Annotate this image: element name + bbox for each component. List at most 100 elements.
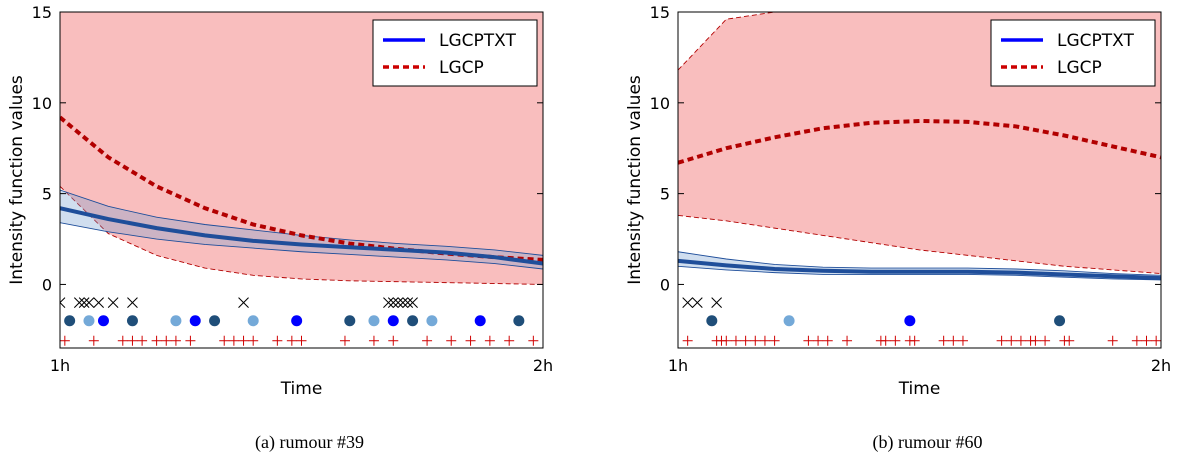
event-x-mark [691,297,703,308]
series-line-lgcptxt [60,206,543,266]
event-plus-mark [740,335,751,346]
y-tick-label: 10 [650,94,670,113]
legend-label-lgcptxt: LGCPTXT [1057,31,1134,51]
event-plus-mark [422,335,433,346]
event-dot [97,315,109,327]
x-tick-label: 1h [668,356,688,375]
event-dot [706,315,718,327]
event-plus-mark [1107,335,1118,346]
event-dot [126,315,138,327]
event-dot [64,315,76,327]
event-dot [387,315,399,327]
event-plus-mark [1030,335,1041,346]
x-tick-label: 2h [1151,356,1171,375]
event-x-mark [397,297,409,308]
event-plus-mark [1064,335,1075,346]
event-dot [1054,315,1066,327]
event-dot [513,315,525,327]
event-plus-mark [484,335,495,346]
event-plus-mark [272,335,283,346]
event-plus-mark [286,335,297,346]
event-plus-mark [368,335,379,346]
event-plus-mark [1151,335,1161,346]
event-plus-mark [909,335,920,346]
event-plus-mark [339,335,350,346]
legend-label-lgcp: LGCP [1057,58,1102,78]
band-lower-edge-lgcptxt [60,222,543,270]
event-dot [247,315,259,327]
event-plus-mark [842,335,853,346]
x-axis-label: Time [898,379,941,399]
event-plus-mark [721,335,732,346]
event-plus-mark [957,335,968,346]
event-x-mark [711,297,722,308]
event-plus-mark [1006,335,1017,346]
legend-box [990,19,1156,87]
event-plus-mark [1040,335,1051,346]
band-lower-edge-lgcp [60,186,543,285]
event-plus-mark [60,335,70,346]
y-tick-label: 10 [32,94,52,113]
event-plus-mark [127,335,138,346]
legend-box [372,19,538,87]
event-dot [291,315,303,327]
event-dot [426,315,438,327]
series-line-lgcptxt [678,258,1161,281]
event-dot [209,315,221,327]
axes-frame [677,11,1162,349]
band-lower-edge-lgcptxt [678,265,1161,281]
event-plus-mark [948,335,959,346]
band-lower-edge-lgcp [678,214,1161,274]
event-plus-mark [465,335,476,346]
event-plus-mark [769,335,780,346]
event-x-mark [107,297,119,308]
x-tick-label: 2h [533,356,553,375]
legend-label-lgcp: LGCP [439,58,484,78]
event-x-mark [387,297,399,308]
event-x-mark [383,297,394,308]
chart-panel-rumour-39: 0 5 10 15 1h 2h Time Intensity function values L… [7,3,553,453]
event-x-mark [78,297,90,308]
event-plus-mark [238,335,249,346]
event-dot [904,315,916,327]
x-axis-label: Time [280,379,323,399]
event-x-mark [238,297,249,308]
event-dot [783,315,795,327]
event-plus-mark [504,335,515,346]
event-dot [368,315,380,327]
y-tick-label: 5 [660,185,670,204]
event-plus-mark [248,335,259,346]
event-dot [170,315,182,327]
band-upper-edge-lgcptxt [678,251,1161,276]
event-x-mark [60,297,66,308]
event-plus-mark [750,335,761,346]
event-plus-mark [161,335,172,346]
event-plus-mark [803,335,814,346]
event-dot [83,315,95,327]
legend: LGCPTXT LGCP [990,19,1156,87]
event-plus-mark [528,335,539,346]
event-plus-mark [170,335,181,346]
event-plus-mark [185,335,196,346]
event-plus-mark [296,335,307,346]
event-dot [407,315,419,327]
event-plus-mark [228,335,239,346]
event-plus-mark [388,335,399,346]
event-dot [344,315,356,327]
event-plus-mark [822,335,833,346]
event-x-mark [682,297,694,308]
event-x-mark [392,297,404,308]
y-tick-label: 15 [32,3,52,22]
event-plus-mark [1015,335,1026,346]
event-plus-mark [446,335,457,346]
event-plus-mark [813,335,824,346]
y-axis-label: Intensity function values [7,75,27,285]
event-plus-mark [1141,335,1152,346]
y-tick-label: 5 [42,185,52,204]
event-plus-mark [117,335,128,346]
event-plus-mark [996,335,1007,346]
x-tick-label: 1h [50,356,70,375]
chart-panel-rumour-60: 0 5 10 15 1h 2h Time Intensity function values L… [625,3,1171,453]
event-x-mark [407,297,418,308]
